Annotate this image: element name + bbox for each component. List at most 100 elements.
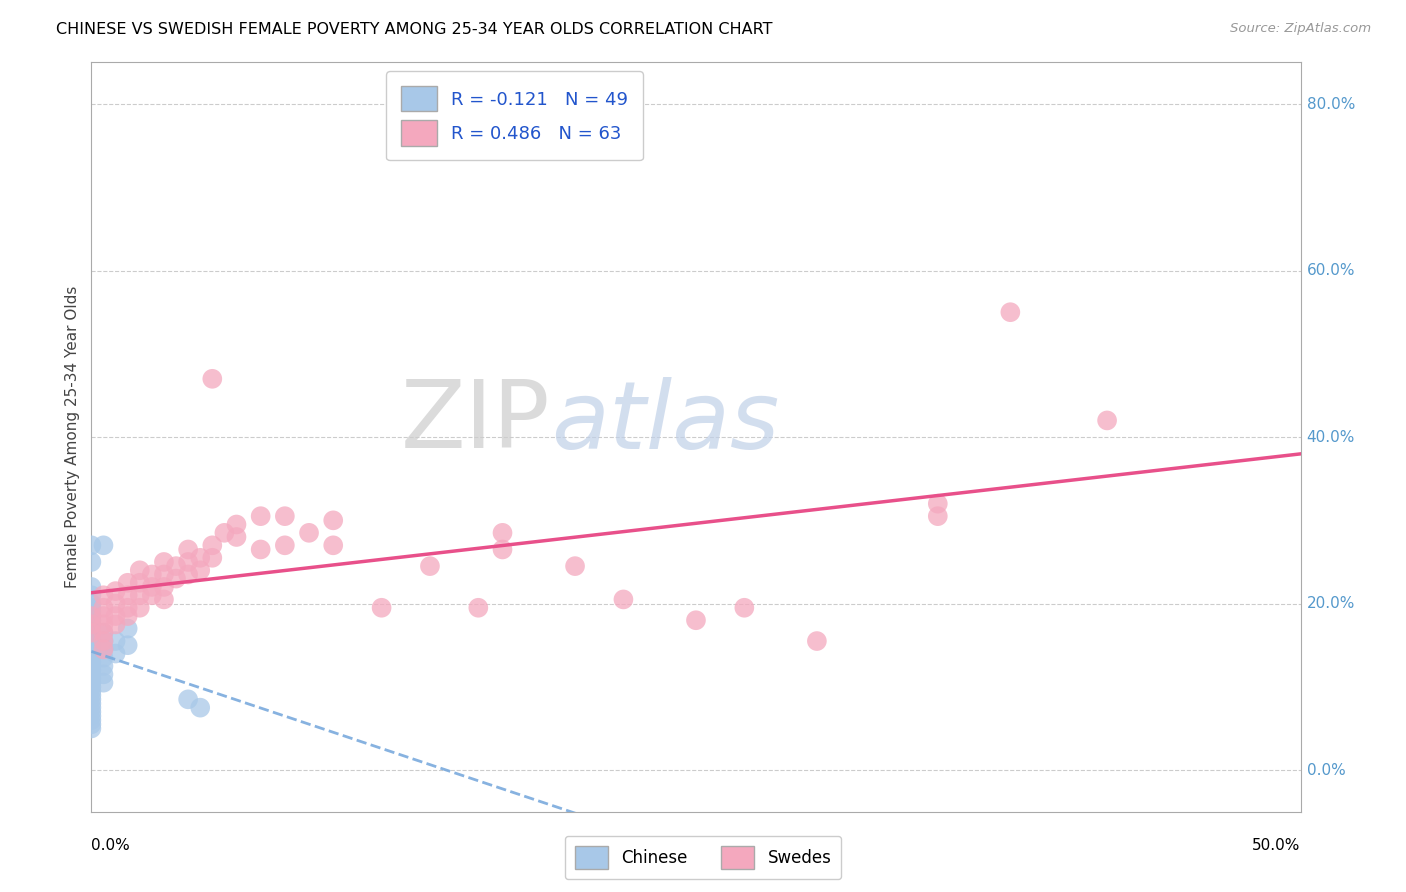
Point [93, 588, 115, 602]
Point [93, 538, 115, 552]
Point [188, 563, 211, 577]
Point [370, 600, 392, 615]
Point [80, 588, 103, 602]
Point [685, 613, 707, 627]
Point [322, 538, 344, 552]
Text: 50.0%: 50.0% [1253, 838, 1301, 853]
Point [80, 634, 103, 648]
Point [93, 600, 115, 615]
Point [80, 625, 103, 640]
Legend: Chinese, Swedes: Chinese, Swedes [565, 836, 841, 880]
Point [128, 588, 150, 602]
Point [93, 617, 115, 632]
Point [141, 580, 163, 594]
Point [188, 700, 211, 714]
Point [806, 634, 828, 648]
Point [141, 588, 163, 602]
Point [225, 517, 247, 532]
Point [153, 580, 176, 594]
Point [104, 609, 127, 624]
Point [104, 617, 127, 632]
Point [80, 672, 103, 686]
Point [322, 513, 344, 527]
Point [128, 575, 150, 590]
Point [93, 625, 115, 640]
Point [201, 550, 224, 565]
Point [927, 497, 949, 511]
Point [93, 634, 115, 648]
Point [104, 647, 127, 661]
Point [80, 617, 103, 632]
Point [177, 542, 200, 557]
Text: 60.0%: 60.0% [1306, 263, 1355, 278]
Point [80, 647, 103, 661]
Point [117, 638, 139, 652]
Point [249, 509, 271, 524]
Point [80, 692, 103, 706]
Point [93, 642, 115, 657]
Point [117, 609, 139, 624]
Point [104, 584, 127, 599]
Point [80, 609, 103, 624]
Point [274, 509, 297, 524]
Point [249, 542, 271, 557]
Point [80, 650, 103, 665]
Point [491, 525, 513, 540]
Point [80, 600, 103, 615]
Point [201, 372, 224, 386]
Point [93, 667, 115, 681]
Point [165, 572, 187, 586]
Point [80, 713, 103, 727]
Point [177, 567, 200, 582]
Point [80, 667, 103, 681]
Point [128, 600, 150, 615]
Point [80, 630, 103, 644]
Point [93, 625, 115, 640]
Point [80, 722, 103, 736]
Point [419, 559, 441, 574]
Point [564, 559, 586, 574]
Point [177, 555, 200, 569]
Point [80, 700, 103, 714]
Point [80, 622, 103, 636]
Point [80, 680, 103, 694]
Point [80, 717, 103, 731]
Point [80, 684, 103, 698]
Point [80, 642, 103, 657]
Point [80, 555, 103, 569]
Point [80, 705, 103, 719]
Point [80, 609, 103, 624]
Text: Source: ZipAtlas.com: Source: ZipAtlas.com [1230, 22, 1371, 36]
Legend: R = -0.121   N = 49, R = 0.486   N = 63: R = -0.121 N = 49, R = 0.486 N = 63 [387, 71, 643, 161]
Point [93, 675, 115, 690]
Point [491, 542, 513, 557]
Point [80, 675, 103, 690]
Point [104, 634, 127, 648]
Point [80, 613, 103, 627]
Point [153, 592, 176, 607]
Point [274, 538, 297, 552]
Point [80, 655, 103, 669]
Point [117, 575, 139, 590]
Point [214, 525, 236, 540]
Point [80, 709, 103, 723]
Text: 40.0%: 40.0% [1306, 430, 1355, 444]
Point [927, 509, 949, 524]
Y-axis label: Female Poverty Among 25-34 Year Olds: Female Poverty Among 25-34 Year Olds [65, 286, 80, 588]
Point [80, 617, 103, 632]
Point [80, 625, 103, 640]
Point [188, 550, 211, 565]
Point [93, 659, 115, 673]
Point [80, 697, 103, 711]
Point [1095, 413, 1118, 427]
Point [1000, 305, 1022, 319]
Point [80, 659, 103, 673]
Text: ZIP: ZIP [401, 376, 551, 468]
Point [128, 563, 150, 577]
Text: 0.0%: 0.0% [91, 838, 131, 853]
Point [733, 600, 755, 615]
Point [117, 588, 139, 602]
Point [80, 597, 103, 611]
Point [612, 592, 634, 607]
Text: CHINESE VS SWEDISH FEMALE POVERTY AMONG 25-34 YEAR OLDS CORRELATION CHART: CHINESE VS SWEDISH FEMALE POVERTY AMONG … [56, 22, 773, 37]
